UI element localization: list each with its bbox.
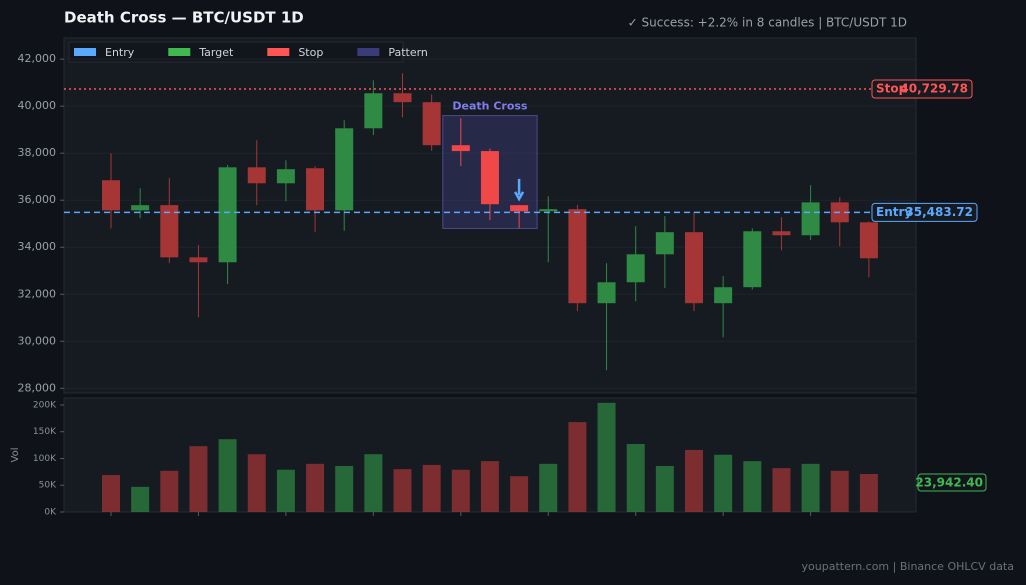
volume-bar [189,446,208,512]
volume-bar [306,463,325,512]
candle-body [801,202,820,236]
legend-swatch [267,48,290,56]
level-tag [871,202,978,222]
volume-bar [335,465,354,512]
volume-bar [422,464,441,512]
volume-bar [451,469,470,512]
legend-label: Pattern [388,46,428,59]
volume-bar [772,468,791,512]
volume-tick-label: 200K [33,400,57,410]
entry-arrow [514,178,525,202]
candle-body [597,282,616,304]
candle-body [364,93,383,129]
level-value: 35,483.72 [905,205,973,219]
legend-label: Entry [105,46,135,59]
volume-bar [626,444,645,512]
volume-bar [131,486,150,512]
level-tag [871,79,973,99]
y-tick-label: 36,000 [18,193,57,206]
level-value: 40,729.78 [900,82,968,96]
volume-bar [393,469,412,512]
candle-body [772,231,791,236]
candle-body [335,128,354,211]
level-name: Stop [876,82,908,96]
candle-body [189,257,208,263]
legend-box [68,41,404,63]
y-tick-label: 42,000 [18,52,57,65]
volume-bar [568,422,587,512]
volume-bar [480,461,499,512]
volume-bar [859,474,878,512]
level-name: Entry [876,205,912,219]
candle-body [626,254,645,283]
volume-bar [714,454,733,512]
volume-tick-label: 0K [44,508,57,518]
volume-bar [102,475,120,512]
subtitle: ✓ Success: +2.2% in 8 candles | BTC/USDT… [628,16,907,30]
legend-swatch [74,48,96,56]
volume-axis-label: Vol [10,448,21,463]
legend-swatch [168,48,191,56]
candle-body [480,151,499,205]
y-tick-label: 32,000 [18,287,57,300]
candle-body [510,205,529,212]
volume-tick-label: 50K [39,481,57,491]
volume-tick-label: 100K [33,454,57,464]
volume-bar [276,469,295,512]
volume-bar [743,461,762,512]
candle-body [131,205,150,211]
candle-body [539,209,558,212]
y-tick-label: 28,000 [18,381,57,394]
candle-body [743,231,762,288]
candle-body [568,209,587,304]
candle-body [306,168,325,211]
volume-bar [655,465,674,512]
volume-bar [218,439,237,512]
candle-body [276,169,295,184]
volume-bar [685,449,703,512]
volume-bar [247,454,266,512]
candle-body [714,287,733,304]
volume-bar [830,470,849,512]
legend-label: Target [198,46,234,59]
candle-body [247,167,266,184]
volume-tick-label: 150K [33,427,57,437]
volume-bar [801,463,820,512]
candle-body [422,102,441,146]
volume-tag: 23,942.40 [915,476,983,490]
footer: youpattern.com | Binance OHLCV data [802,560,1014,573]
y-tick-label: 30,000 [18,334,57,347]
chart-title: Death Cross — BTC/USDT 1D [64,9,304,27]
volume-bar [160,470,179,512]
volume-tag-box [917,473,987,492]
legend-swatch [357,48,380,56]
candle-body [160,205,179,258]
candle-body [393,93,412,103]
candle-body [685,232,703,304]
y-tick-label: 38,000 [18,146,57,159]
y-tick-label: 34,000 [18,240,57,253]
candle-body [218,167,237,263]
legend-label: Stop [298,46,323,59]
volume-bar [597,402,616,512]
volume-bar [510,476,529,512]
pattern-label: Death Cross [452,100,528,113]
volume-bar [539,463,558,512]
volume-bar [364,454,383,512]
candle-body [102,180,120,211]
candle-body [859,222,878,259]
candle-body [451,145,470,152]
candle-body [655,232,674,255]
y-tick-label: 40,000 [18,99,57,112]
